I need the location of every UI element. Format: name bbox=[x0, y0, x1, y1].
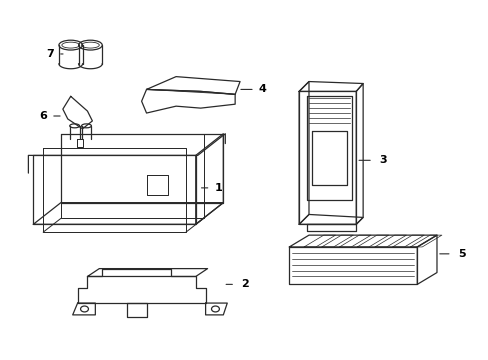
Polygon shape bbox=[77, 139, 82, 147]
Polygon shape bbox=[61, 134, 223, 203]
Text: 1: 1 bbox=[214, 183, 222, 193]
Polygon shape bbox=[73, 303, 95, 315]
Polygon shape bbox=[146, 77, 240, 94]
Polygon shape bbox=[78, 269, 205, 303]
Text: 5: 5 bbox=[457, 249, 465, 259]
Text: 3: 3 bbox=[378, 155, 386, 165]
Polygon shape bbox=[356, 84, 363, 224]
Polygon shape bbox=[299, 82, 308, 224]
Polygon shape bbox=[299, 215, 363, 224]
Polygon shape bbox=[299, 82, 363, 91]
Text: 2: 2 bbox=[241, 279, 248, 289]
Polygon shape bbox=[142, 89, 235, 113]
Polygon shape bbox=[299, 91, 356, 224]
Text: 7: 7 bbox=[46, 49, 54, 59]
Polygon shape bbox=[63, 96, 92, 129]
Polygon shape bbox=[126, 303, 146, 317]
Polygon shape bbox=[33, 203, 223, 224]
Polygon shape bbox=[306, 224, 356, 231]
Polygon shape bbox=[289, 235, 436, 247]
Polygon shape bbox=[289, 247, 416, 284]
Text: 4: 4 bbox=[258, 84, 266, 94]
Polygon shape bbox=[195, 134, 223, 224]
Polygon shape bbox=[205, 303, 227, 315]
Polygon shape bbox=[33, 156, 195, 224]
Polygon shape bbox=[416, 235, 436, 284]
Polygon shape bbox=[87, 269, 207, 276]
Text: 6: 6 bbox=[39, 111, 47, 121]
